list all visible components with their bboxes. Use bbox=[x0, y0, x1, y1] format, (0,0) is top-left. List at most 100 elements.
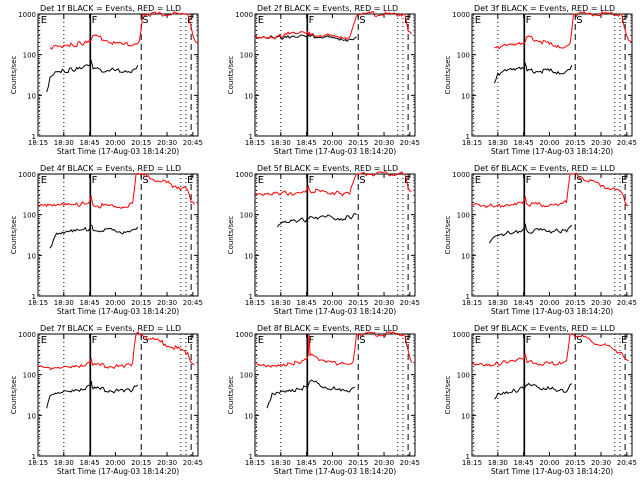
marker-label: E bbox=[475, 335, 481, 346]
y-tick-label: 10 bbox=[27, 92, 36, 100]
panel-3: Det 3f BLACK = Events, RED = LLD 1 10 100 10… bbox=[444, 4, 637, 156]
marker-label: F bbox=[309, 175, 315, 186]
panel-title: Det 7f BLACK = Events, RED = LLD bbox=[40, 324, 181, 333]
series-line-events bbox=[46, 59, 139, 93]
y-tick-label: 1000 bbox=[452, 331, 470, 339]
panel-4: Det 4f BLACK = Events, RED = LLD 1 10 100 10… bbox=[10, 164, 203, 316]
marker-label: E bbox=[258, 335, 264, 346]
x-axis-label: Start Time (17-Aug-03 18:14:20) bbox=[274, 307, 396, 316]
x-tick-label: 18:15 bbox=[462, 139, 482, 147]
marker-label: S bbox=[576, 15, 582, 26]
marker-label: E bbox=[41, 15, 47, 26]
x-tick-label: 18:30 bbox=[54, 299, 74, 307]
x-tick-label: 18:30 bbox=[488, 299, 508, 307]
y-tick-label: 10 bbox=[461, 412, 470, 420]
y-tick-label: 1 bbox=[32, 133, 36, 141]
y-axis-label: Counts/sec bbox=[10, 216, 18, 255]
x-tick-label: 20:30 bbox=[374, 139, 394, 147]
series-line-lld bbox=[254, 11, 412, 41]
panel-8: Det 8f BLACK = Events, RED = LLD 1 10 100 10… bbox=[227, 324, 420, 476]
y-tick-label: 1 bbox=[249, 453, 253, 461]
y-tick-label: 1 bbox=[32, 453, 36, 461]
y-tick-label: 1 bbox=[466, 453, 470, 461]
x-tick-label: 20:45 bbox=[617, 299, 637, 307]
plot-frame bbox=[471, 13, 633, 137]
x-tick-label: 18:45 bbox=[80, 299, 100, 307]
marker-label: F bbox=[309, 15, 315, 26]
panel-6: Det 6f BLACK = Events, RED = LLD 1 10 100 10… bbox=[444, 164, 637, 316]
y-tick-label: 1 bbox=[32, 293, 36, 301]
x-tick-label: 18:30 bbox=[54, 459, 74, 467]
marker-label: E bbox=[187, 175, 193, 186]
marker-label: E bbox=[258, 175, 264, 186]
plot-frame bbox=[254, 173, 416, 297]
series-line-lld bbox=[255, 331, 413, 368]
x-tick-label: 18:15 bbox=[245, 299, 265, 307]
x-tick-label: 18:30 bbox=[271, 459, 291, 467]
x-tick-label: 20:30 bbox=[591, 139, 611, 147]
panel-title: Det 4f BLACK = Events, RED = LLD bbox=[40, 164, 181, 173]
x-tick-label: 20:30 bbox=[591, 459, 611, 467]
x-tick-label: 20:15 bbox=[348, 459, 368, 467]
x-tick-label: 20:00 bbox=[539, 459, 559, 467]
x-axis-label: Start Time (17-Aug-03 18:14:20) bbox=[57, 307, 179, 316]
panel-title: Det 1f BLACK = Events, RED = LLD bbox=[40, 4, 181, 13]
y-tick-label: 100 bbox=[457, 212, 470, 220]
y-tick-label: 100 bbox=[23, 52, 36, 60]
series-line-lld bbox=[37, 172, 196, 210]
y-tick-label: 1000 bbox=[235, 171, 253, 179]
panel-title: Det 9f BLACK = Events, RED = LLD bbox=[474, 324, 615, 333]
x-tick-label: 18:15 bbox=[245, 139, 265, 147]
x-tick-label: 18:15 bbox=[245, 459, 265, 467]
x-tick-label: 18:45 bbox=[80, 459, 100, 467]
panel-2: Det 2f BLACK = Events, RED = LLD 1 10 100 10… bbox=[227, 4, 420, 156]
marker-label: E bbox=[187, 335, 193, 346]
x-tick-label: 20:00 bbox=[322, 299, 342, 307]
series-line-events bbox=[49, 224, 139, 249]
marker-label: S bbox=[576, 175, 582, 186]
y-tick-label: 100 bbox=[240, 212, 253, 220]
series-line-lld bbox=[37, 331, 195, 371]
y-tick-label: 1000 bbox=[18, 171, 36, 179]
x-tick-label: 18:15 bbox=[462, 299, 482, 307]
y-tick-label: 100 bbox=[240, 52, 253, 60]
x-tick-label: 20:45 bbox=[617, 459, 637, 467]
panel-title: Det 3f BLACK = Events, RED = LLD bbox=[474, 4, 615, 13]
y-axis-label: Counts/sec bbox=[227, 56, 235, 95]
marker-label: S bbox=[142, 15, 148, 26]
y-axis-label: Counts/sec bbox=[444, 216, 452, 255]
series-line-events bbox=[494, 382, 573, 400]
marker-label: F bbox=[526, 335, 532, 346]
y-tick-label: 1 bbox=[249, 133, 253, 141]
y-tick-label: 100 bbox=[23, 212, 36, 220]
series-line-lld bbox=[49, 11, 199, 50]
x-tick-label: 20:00 bbox=[322, 459, 342, 467]
y-axis-label: Counts/sec bbox=[227, 376, 235, 415]
x-tick-label: 20:45 bbox=[183, 299, 203, 307]
y-tick-label: 10 bbox=[244, 92, 253, 100]
y-tick-label: 1000 bbox=[18, 11, 36, 19]
x-axis-label: Start Time (17-Aug-03 18:14:20) bbox=[491, 467, 613, 476]
y-tick-label: 10 bbox=[27, 252, 36, 260]
y-axis-label: Counts/sec bbox=[227, 216, 235, 255]
x-tick-label: 18:30 bbox=[488, 459, 508, 467]
x-tick-label: 18:30 bbox=[271, 299, 291, 307]
x-tick-label: 20:15 bbox=[131, 459, 151, 467]
plot-frame bbox=[37, 333, 199, 457]
x-tick-label: 18:15 bbox=[28, 459, 48, 467]
marker-label: E bbox=[621, 15, 627, 26]
x-axis-label: Start Time (17-Aug-03 18:14:20) bbox=[274, 147, 396, 156]
y-tick-label: 10 bbox=[461, 252, 470, 260]
marker-label: E bbox=[404, 15, 410, 26]
x-tick-label: 18:45 bbox=[514, 139, 534, 147]
x-tick-label: 20:45 bbox=[400, 459, 420, 467]
x-tick-label: 18:30 bbox=[271, 139, 291, 147]
x-tick-label: 20:00 bbox=[539, 139, 559, 147]
marker-label: S bbox=[359, 15, 365, 26]
y-tick-label: 1000 bbox=[235, 331, 253, 339]
marker-label: E bbox=[475, 175, 481, 186]
marker-label: F bbox=[92, 175, 98, 186]
marker-label: E bbox=[404, 335, 410, 346]
x-tick-label: 18:15 bbox=[28, 139, 48, 147]
y-tick-label: 10 bbox=[244, 252, 253, 260]
